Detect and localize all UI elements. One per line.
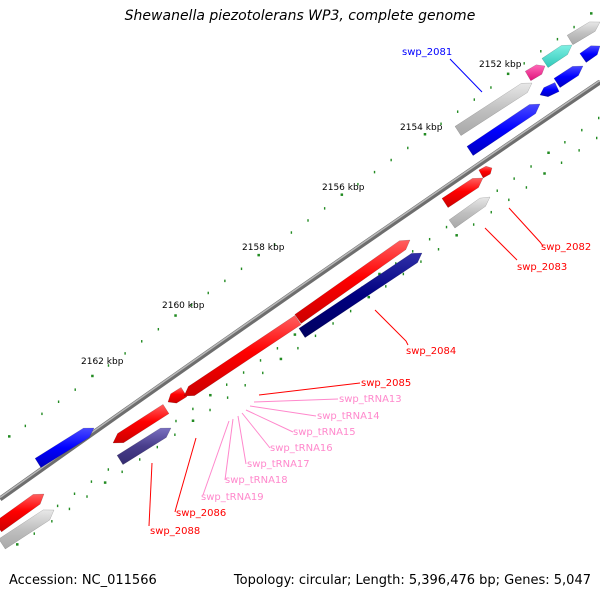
gene-arrow-slate[interactable] [116,427,172,466]
gene-arrow-red-b[interactable] [167,386,188,404]
gene-label-swp-2084[interactable]: swp_2084 [406,346,456,357]
gene-arrow-red-bottom-left[interactable] [0,493,45,533]
leader-swp-trna18 [224,418,234,481]
gene-label-swp-trna15[interactable]: swp_tRNA15 [293,427,356,438]
ruler-label-2160: 2160 kbp [162,301,205,311]
leader-swp-2085 [258,382,361,396]
gene-arrow-red-2084-outer[interactable] [294,239,411,324]
leader-swp-2088 [148,462,153,527]
topology-text: Topology: circular; Length: 5,396,476 bp… [233,573,591,588]
gene-arrow-red-a[interactable] [112,404,170,444]
leader-swp-trna15 [245,409,294,433]
ruler-label-2162: 2162 kbp [81,357,124,367]
gene-arrow-blue-1[interactable] [466,103,541,156]
gene-arrow-red-2082[interactable] [441,177,484,208]
leader-swp-trna16 [241,412,271,449]
gene-label-swp-2085[interactable]: swp_2085 [361,378,411,389]
gene-labels: swp_2081 swp_2082 swp_2083 swp_2084 swp_… [150,47,591,537]
leader-swp-trna19 [202,420,230,496]
gene-label-swp-2088[interactable]: swp_2088 [150,526,200,537]
gene-arrow-blue-3[interactable] [553,65,584,88]
leader-swp-2083 [484,227,518,261]
gene-arrow-red-long[interactable] [183,315,302,397]
gene-arrow-red-small[interactable] [478,165,493,179]
leader-swp-2086 [174,437,197,513]
gene-label-swp-2081[interactable]: swp_2081 [402,47,452,58]
leader-lines [148,58,544,527]
leader-swp-trna14 [249,405,317,417]
gene-arrow-blue-left[interactable] [34,427,95,469]
ruler-label-2152: 2152 kbp [479,60,522,70]
gene-arrow-magenta[interactable] [524,64,546,82]
gene-label-swp-2083[interactable]: swp_2083 [517,262,567,273]
ruler-label-2156: 2156 kbp [322,183,365,193]
ruler-labels: 2152 kbp 2154 kbp 2156 kbp 2158 kbp 2160… [81,60,522,367]
gene-arrow-cyan[interactable] [541,44,573,68]
gene-label-swp-trna16[interactable]: swp_tRNA16 [270,443,333,454]
ruler-label-2158: 2158 kbp [242,243,285,253]
leader-swp-2081 [449,58,483,93]
gene-label-swp-trna13[interactable]: swp_tRNA13 [339,394,402,405]
gene-arrow-gray-bottom-left[interactable] [0,509,55,550]
leader-swp-2084 [374,309,409,346]
leader-swp-trna17 [237,415,247,465]
gene-arrow-gray-2083[interactable] [448,196,491,229]
leader-swp-2082 [508,207,544,247]
gene-label-swp-trna19[interactable]: swp_tRNA19 [201,492,264,503]
gene-arrow-gray-2081[interactable] [454,82,533,136]
gene-label-swp-trna14[interactable]: swp_tRNA14 [317,411,380,422]
gene-features [0,21,600,550]
gene-arrow-blue-4[interactable] [579,45,600,63]
gene-arrow-gray-top[interactable] [566,21,600,46]
gene-label-swp-2086[interactable]: swp_2086 [176,508,226,519]
gene-label-swp-trna17[interactable]: swp_tRNA17 [247,459,310,470]
accession-text: Accession: NC_011566 [9,573,157,588]
ruler-label-2154: 2154 kbp [400,123,443,133]
page-title: Shewanella piezotolerans WP3, complete g… [124,8,476,24]
gene-arrow-navy-2084[interactable] [298,252,423,338]
leader-swp-trna13 [253,398,339,403]
gene-arrow-blue-2[interactable] [539,82,560,97]
gene-label-swp-trna18[interactable]: swp_tRNA18 [225,475,288,486]
gene-label-swp-2082[interactable]: swp_2082 [541,242,591,253]
